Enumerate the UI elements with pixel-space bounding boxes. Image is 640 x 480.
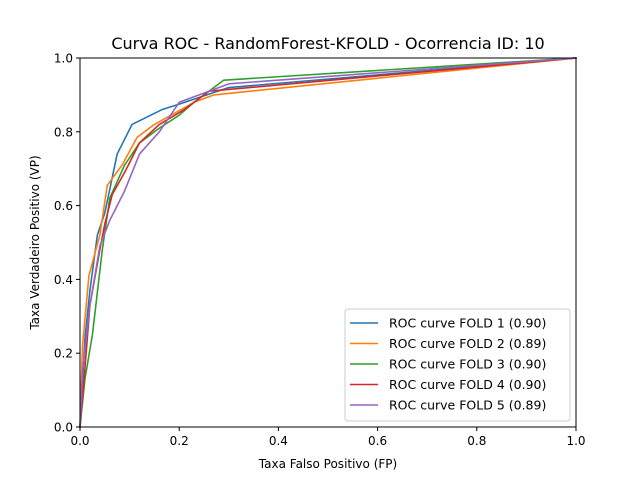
- series-layer: [79, 57, 577, 428]
- plot-frame: [79, 57, 577, 428]
- x-tick-label: 0.2: [170, 434, 189, 448]
- roc-curve-fold-1: [79, 57, 577, 428]
- x-axis-label: Taxa Falso Positivo (FP): [258, 457, 397, 471]
- legend: ROC curve FOLD 1 (0.90) ROC curve FOLD 2 …: [344, 308, 571, 422]
- legend-entry: ROC curve FOLD 1 (0.90): [389, 316, 546, 331]
- chart-title: Curva ROC - RandomForest-KFOLD - Ocorren…: [111, 34, 544, 53]
- y-tick-label: 1.0: [54, 52, 73, 66]
- y-axis-label: Taxa Verdadeiro Positivo (VP): [28, 155, 42, 330]
- x-tick-label: 0.8: [467, 434, 486, 448]
- legend-entry: ROC curve FOLD 5 (0.89): [389, 398, 546, 413]
- y-tick-label: 0.4: [54, 273, 73, 287]
- legend-entry: ROC curve FOLD 2 (0.89): [389, 336, 546, 351]
- y-tick-label: 0.6: [54, 199, 73, 213]
- y-axis: 0.0 0.2 0.4 0.6 0.8 1.0: [54, 52, 80, 435]
- x-tick-label: 0.0: [70, 434, 89, 448]
- roc-curve-fold-5: [79, 57, 577, 428]
- x-tick-label: 0.4: [269, 434, 288, 448]
- y-tick-label: 0.8: [54, 125, 73, 139]
- x-axis: 0.0 0.2 0.4 0.6 0.8 1.0: [70, 427, 586, 448]
- legend-entry: ROC curve FOLD 3 (0.90): [389, 357, 546, 372]
- x-tick-label: 1.0: [566, 434, 585, 448]
- y-tick-label: 0.2: [54, 347, 73, 361]
- x-tick-label: 0.6: [368, 434, 387, 448]
- y-tick-label: 0.0: [54, 421, 73, 435]
- roc-curve-fold-2: [79, 57, 577, 428]
- legend-box: [344, 308, 571, 422]
- legend-entry: ROC curve FOLD 4 (0.90): [389, 377, 546, 392]
